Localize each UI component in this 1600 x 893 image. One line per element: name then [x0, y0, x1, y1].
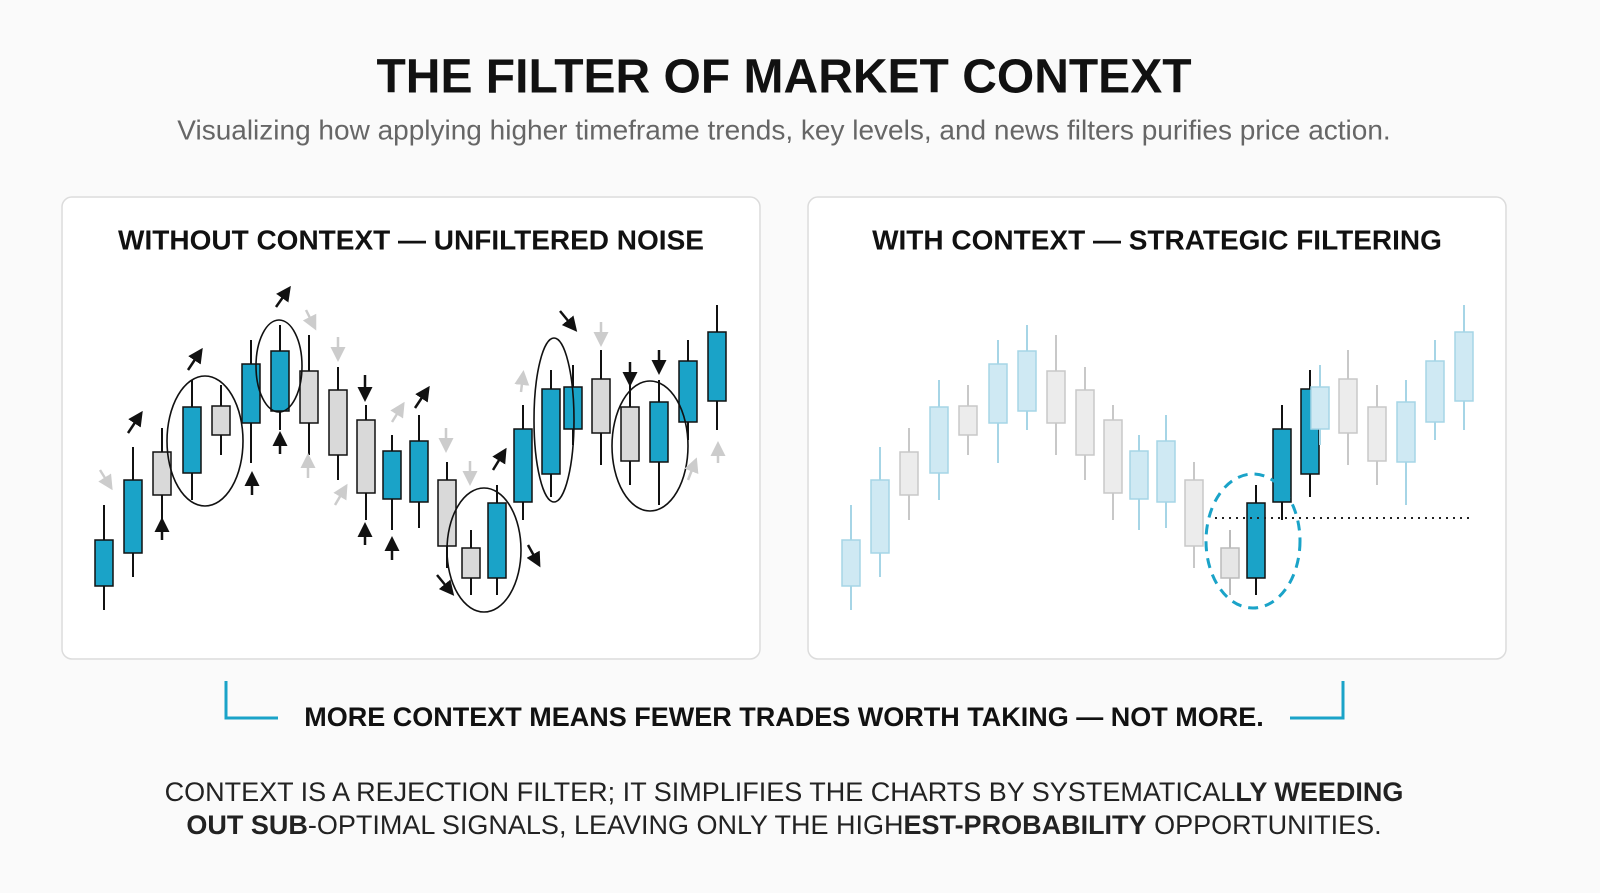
candle-body: [94, 539, 114, 587]
footer-segment: LY WEEDING: [1235, 777, 1403, 807]
candle-body: [1129, 450, 1149, 500]
candle-body: [707, 331, 727, 402]
arrow: [526, 544, 541, 568]
candle-body: [1425, 360, 1445, 423]
arrow: [514, 370, 530, 393]
candle-body: [356, 419, 376, 494]
candle-body: [899, 451, 919, 496]
panel-title: WITH CONTEXT — STRATEGIC FILTERING: [872, 224, 1442, 255]
candle-body: [1396, 401, 1416, 463]
footer-segment: EST-PROBABILITY: [904, 810, 1147, 840]
highlight-circle: [1204, 472, 1302, 610]
panel: [807, 196, 1507, 660]
candle-body: [299, 370, 319, 424]
panel: [61, 196, 761, 660]
candle-body: [409, 440, 429, 503]
arrow: [390, 401, 405, 423]
candle-body: [929, 406, 949, 474]
candle-body: [437, 479, 457, 547]
candle-body: [870, 479, 890, 554]
arrow: [274, 285, 291, 308]
candle-body: [958, 405, 978, 436]
arrow: [333, 483, 348, 506]
arrow: [302, 309, 317, 331]
candle-body: [1367, 406, 1387, 462]
title: THE FILTER OF MARKET CONTEXT: [376, 51, 1191, 104]
candle-body: [620, 406, 640, 462]
bracket: [224, 681, 1345, 720]
candle-body: [241, 363, 261, 424]
candle-body: [1103, 419, 1123, 494]
candle-body: [988, 363, 1008, 424]
candle-body: [461, 547, 481, 579]
candle-body: [1017, 350, 1037, 412]
candle-body: [211, 405, 231, 436]
candle-body: [1156, 440, 1176, 503]
candle-body: [591, 378, 611, 434]
candle-body: [1454, 331, 1474, 402]
footer-line: CONTEXT IS A REJECTION FILTER; IT SIMPLI…: [165, 777, 1404, 807]
footer-segment: -OPTIMAL SIGNALS, LEAVING ONLY THE HIGH: [308, 810, 904, 840]
subtitle: Visualizing how applying higher timefram…: [177, 114, 1390, 145]
footer-line: OUT SUB-OPTIMAL SIGNALS, LEAVING ONLY TH…: [186, 810, 1381, 840]
panel-title: WITHOUT CONTEXT — UNFILTERED NOISE: [118, 224, 704, 255]
arrow: [491, 447, 507, 471]
candle-body: [841, 539, 861, 587]
arrow: [684, 457, 699, 481]
candle-body: [678, 360, 698, 423]
candles: [94, 305, 1474, 610]
candle-body: [152, 451, 172, 496]
candle-body: [123, 479, 143, 554]
signal-circles: [166, 319, 689, 613]
footer-segment: CONTEXT IS A REJECTION FILTER; IT SIMPLI…: [165, 777, 1236, 807]
arrow: [186, 347, 203, 371]
candle-body: [182, 406, 202, 474]
footer-segment: OPPORTUNITIES.: [1147, 810, 1382, 840]
candle-body: [270, 350, 290, 412]
callout: MORE CONTEXT MEANS FEWER TRADES WORTH TA…: [304, 702, 1263, 732]
candle-body: [382, 450, 402, 500]
candle-body: [1184, 479, 1204, 547]
arrow: [559, 310, 578, 332]
candle-body: [328, 389, 348, 456]
candle-body: [1075, 389, 1095, 456]
candle-body: [513, 428, 533, 503]
candle-body: [541, 388, 561, 475]
candle-body: [1220, 547, 1240, 579]
candle-body: [649, 401, 669, 463]
footer-segment: OUT SUB: [186, 810, 308, 840]
arrow: [98, 469, 113, 491]
candle-body: [1246, 502, 1266, 579]
candle-body: [1338, 378, 1358, 434]
candle-body: [1272, 428, 1292, 503]
arrows: [98, 285, 726, 596]
arrow: [436, 574, 455, 596]
candle-body: [1310, 386, 1330, 430]
candle-body: [487, 502, 507, 579]
candle-body: [1046, 370, 1066, 424]
arrow: [413, 385, 430, 409]
arrow: [126, 410, 143, 434]
